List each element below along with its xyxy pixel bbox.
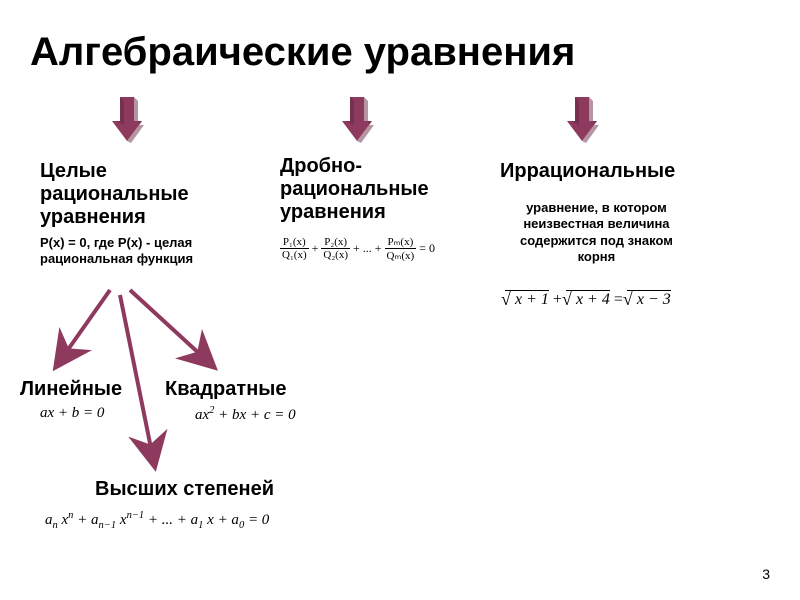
subcat-higher-label: Высших степеней <box>95 478 274 501</box>
subcat-quadratic-formula: ax2 + bx + c = 0 <box>195 405 296 424</box>
subcat-higher-formula: an xn + an−1 xn−1 + ... + a1 x + a0 = 0 <box>45 510 269 531</box>
page-number: 3 <box>762 566 770 582</box>
subcat-quadratic-label: Квадратные <box>165 378 286 401</box>
subcat-linear-formula: ax + b = 0 <box>40 405 104 422</box>
subcat-linear-label: Линейные <box>20 378 122 401</box>
